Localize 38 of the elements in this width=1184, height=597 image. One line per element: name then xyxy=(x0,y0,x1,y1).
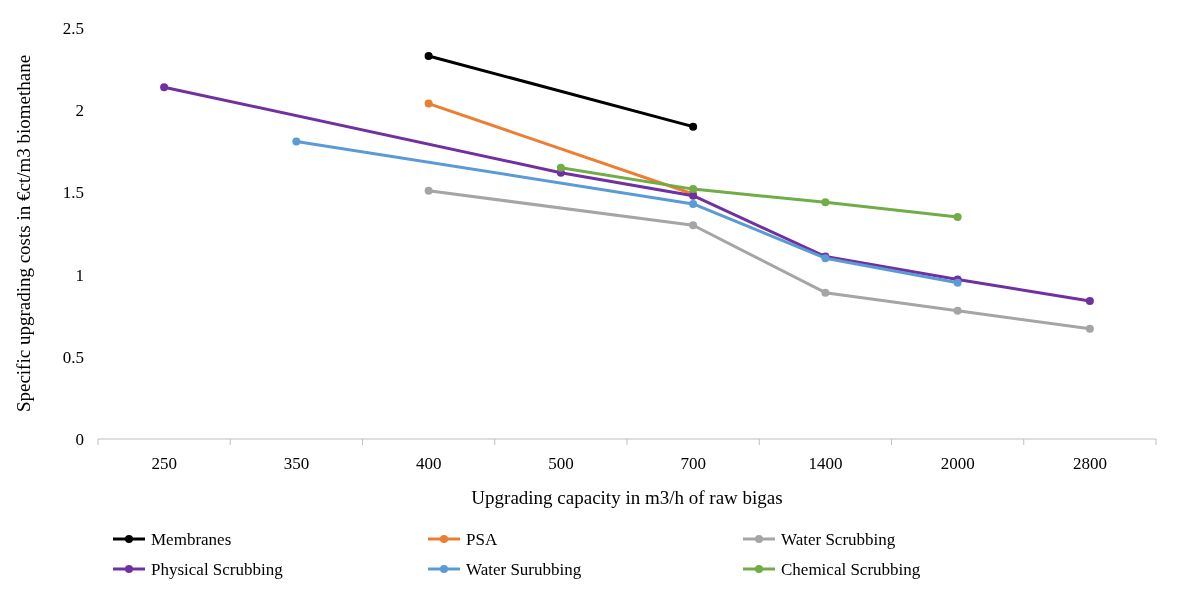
point xyxy=(292,137,301,146)
x-tick-label: 700 xyxy=(680,454,706,473)
point xyxy=(689,122,698,131)
point xyxy=(424,186,433,195)
y-tick-label: 1.5 xyxy=(62,183,84,203)
legend-label: PSA xyxy=(466,529,498,549)
x-tick-label: 350 xyxy=(283,454,310,473)
x-axis-title: Upgrading capacity in m3/h of raw bigas xyxy=(471,487,783,508)
point xyxy=(424,51,433,60)
point xyxy=(689,221,698,230)
x-tick-label: 1400 xyxy=(808,454,843,473)
y-axis-title: Specific upgrading costs in €ct/m3 biomethane xyxy=(13,54,34,413)
legend-label: Membranes xyxy=(151,529,232,549)
point xyxy=(1085,324,1094,333)
point xyxy=(821,198,830,207)
y-tick-label: 2 xyxy=(75,101,84,121)
x-tick-label: 400 xyxy=(415,454,442,473)
point xyxy=(689,199,698,208)
point xyxy=(821,288,830,297)
x-tick-label: 250 xyxy=(151,454,177,473)
point xyxy=(1085,296,1094,305)
x-tick-label: 2000 xyxy=(940,454,975,473)
point xyxy=(689,185,698,194)
x-tick-label: 500 xyxy=(548,454,574,473)
x-tick-label: 2800 xyxy=(1072,454,1107,473)
y-tick-label: 0 xyxy=(75,429,84,449)
point xyxy=(953,306,962,315)
y-tick-label: 1 xyxy=(75,265,84,285)
point xyxy=(556,163,565,172)
legend-label: Water Scrubbing xyxy=(781,529,896,549)
point xyxy=(953,213,962,222)
y-tick-label: 2.5 xyxy=(62,18,84,38)
legend-label: Physical Scrubbing xyxy=(151,559,284,579)
point xyxy=(424,99,433,108)
point xyxy=(160,83,169,92)
y-tick-label: 0.5 xyxy=(62,347,84,367)
legend-label: Water Surubbing xyxy=(466,559,582,579)
legend-label: Chemical Scrubbing xyxy=(781,559,921,579)
